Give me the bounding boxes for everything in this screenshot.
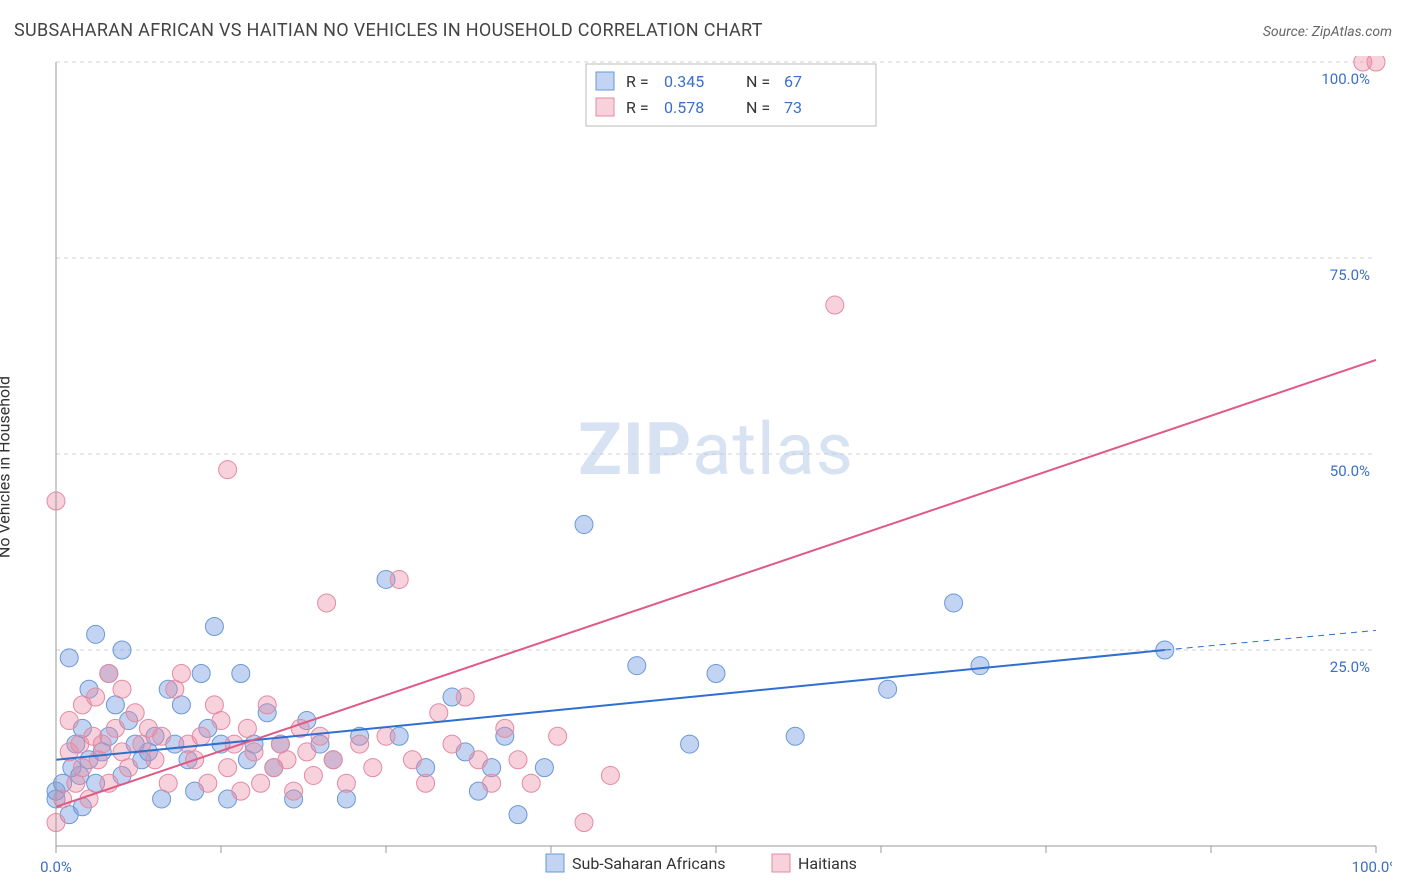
point-subsaharan: [575, 516, 593, 534]
plot-area: No Vehicles in Household 25.0%50.0%75.0%…: [14, 56, 1392, 878]
point-haitian: [364, 759, 382, 777]
chart-title: SUBSAHARAN AFRICAN VS HAITIAN NO VEHICLE…: [14, 20, 763, 41]
point-haitian: [509, 751, 527, 769]
point-haitian: [337, 774, 355, 792]
point-haitian: [549, 727, 567, 745]
point-subsaharan: [681, 735, 699, 753]
y-tick-label: 75.0%: [1330, 266, 1370, 284]
point-haitian: [146, 751, 164, 769]
point-haitian: [73, 759, 91, 777]
bottom-swatch-haitian: [772, 854, 790, 872]
point-haitian: [172, 665, 190, 683]
y-tick-label: 25.0%: [1330, 658, 1370, 676]
point-haitian: [252, 774, 270, 792]
point-haitian: [575, 813, 593, 831]
bottom-swatch-subsaharan: [546, 854, 564, 872]
point-haitian: [113, 680, 131, 698]
point-haitian: [403, 751, 421, 769]
x-tick-label-left: 0.0%: [40, 858, 72, 876]
bottom-legend-label-haitian: Haitians: [798, 854, 857, 873]
point-haitian: [219, 759, 237, 777]
point-subsaharan: [509, 806, 527, 824]
x-tick-label-right: 100.0%: [1352, 858, 1392, 876]
trend-line-dash-subsaharan: [1165, 630, 1376, 650]
point-haitian: [278, 751, 296, 769]
point-haitian: [245, 743, 263, 761]
legend-swatch-subsaharan: [596, 72, 614, 90]
y-tick-label: 50.0%: [1330, 462, 1370, 480]
point-haitian: [826, 296, 844, 314]
point-subsaharan: [205, 617, 223, 635]
point-haitian: [318, 594, 336, 612]
stats-n-label: N =: [746, 98, 770, 117]
point-haitian: [120, 759, 138, 777]
point-haitian: [126, 704, 144, 722]
point-haitian: [258, 696, 276, 714]
source-label: Source:: [1263, 24, 1308, 40]
point-haitian: [377, 727, 395, 745]
stats-r-value-haitian: 0.578: [664, 98, 704, 117]
point-subsaharan: [628, 657, 646, 675]
point-subsaharan: [707, 665, 725, 683]
point-subsaharan: [87, 625, 105, 643]
stats-r-value-subsaharan: 0.345: [664, 72, 704, 91]
source-value: ZipAtlas.com: [1312, 24, 1392, 40]
point-haitian: [417, 774, 435, 792]
point-haitian: [324, 751, 342, 769]
scatter-chart: 25.0% 50.0% 75.0% 100.0% ZIPatlas 0.0% 100.0% R…: [14, 56, 1392, 878]
point-haitian: [219, 461, 237, 479]
point-subsaharan: [232, 665, 250, 683]
point-haitian: [60, 712, 78, 730]
point-haitian: [212, 712, 230, 730]
y-axis-label: No Vehicles in Household: [0, 376, 14, 558]
stats-n-value-haitian: 73: [784, 98, 802, 117]
y-tick-label: 100.0%: [1321, 70, 1370, 88]
point-haitian: [238, 719, 256, 737]
point-subsaharan: [113, 641, 131, 659]
point-haitian: [192, 727, 210, 745]
point-haitian: [311, 727, 329, 745]
stats-n-value-subsaharan: 67: [784, 72, 802, 91]
point-haitian: [601, 766, 619, 784]
point-haitian: [522, 774, 540, 792]
point-haitian: [89, 751, 107, 769]
point-haitian: [159, 774, 177, 792]
bottom-legend-label-subsaharan: Sub-Saharan Africans: [572, 854, 726, 873]
point-subsaharan: [879, 680, 897, 698]
point-haitian: [469, 751, 487, 769]
point-haitian: [232, 782, 250, 800]
watermark: ZIPatlas: [578, 407, 854, 492]
stats-r-label: R =: [626, 98, 649, 117]
point-haitian: [304, 766, 322, 784]
point-haitian: [298, 743, 316, 761]
point-haitian: [1367, 56, 1385, 71]
point-haitian: [153, 727, 171, 745]
point-haitian: [390, 570, 408, 588]
point-haitian: [351, 735, 369, 753]
point-haitian: [87, 688, 105, 706]
point-subsaharan: [192, 665, 210, 683]
point-haitian: [93, 735, 111, 753]
point-subsaharan: [945, 594, 963, 612]
point-haitian: [456, 688, 474, 706]
point-haitian: [285, 782, 303, 800]
point-haitian: [106, 719, 124, 737]
point-subsaharan: [971, 657, 989, 675]
point-haitian: [443, 735, 461, 753]
point-haitian: [496, 719, 514, 737]
point-haitian: [100, 665, 118, 683]
stats-n-label: N =: [746, 72, 770, 91]
legend-swatch-haitian: [596, 98, 614, 116]
point-haitian: [199, 774, 217, 792]
source-attribution: Source: ZipAtlas.com: [1263, 24, 1392, 40]
point-haitian: [430, 704, 448, 722]
point-subsaharan: [60, 649, 78, 667]
point-haitian: [483, 774, 501, 792]
point-subsaharan: [786, 727, 804, 745]
stats-r-label: R =: [626, 72, 649, 91]
point-subsaharan: [535, 759, 553, 777]
